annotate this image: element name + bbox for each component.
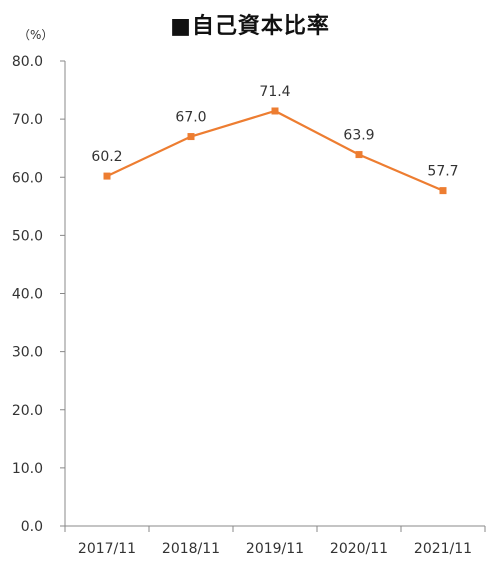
y-tick-label: 10.0 xyxy=(12,461,43,477)
y-tick-label: 30.0 xyxy=(12,345,43,361)
data-label: 60.2 xyxy=(91,149,122,165)
data-label: 57.7 xyxy=(427,164,458,180)
x-tick-label: 2020/11 xyxy=(330,541,388,557)
data-point-marker xyxy=(187,133,195,141)
y-tick-label: 50.0 xyxy=(12,228,43,244)
series xyxy=(103,107,447,195)
y-tick-label: 20.0 xyxy=(12,403,43,419)
data-point-marker xyxy=(439,187,447,195)
axes xyxy=(64,61,485,527)
y-tick-label: 80.0 xyxy=(12,54,43,70)
x-tick-label: 2021/11 xyxy=(414,541,472,557)
y-tick-label: 60.0 xyxy=(12,170,43,186)
y-tick-label: 70.0 xyxy=(12,112,43,128)
chart-title: ■自己資本比率 xyxy=(170,14,330,39)
y-tick-label: 40.0 xyxy=(12,287,43,303)
data-labels: 60.2 67.0 71.4 63.9 57.7 xyxy=(91,84,458,180)
y-axis-ticks: 0.0 10.0 20.0 30.0 40.0 50.0 60.0 70.0 80.0 xyxy=(12,54,65,535)
series-line xyxy=(106,109,444,192)
y-axis-unit: （%） xyxy=(18,28,54,42)
x-tick-label: 2017/11 xyxy=(78,541,136,557)
data-point-marker xyxy=(271,107,279,115)
y-tick-label: 0.0 xyxy=(21,519,43,535)
x-axis-ticks: 2017/11 2018/11 2019/11 2020/11 2021/11 xyxy=(64,526,486,557)
x-tick-label: 2019/11 xyxy=(246,541,304,557)
data-label: 63.9 xyxy=(343,128,374,144)
data-point-marker xyxy=(355,151,363,159)
data-label: 67.0 xyxy=(175,110,206,126)
data-point-marker xyxy=(103,172,111,180)
x-tick-label: 2018/11 xyxy=(162,541,220,557)
data-label: 71.4 xyxy=(259,84,290,100)
